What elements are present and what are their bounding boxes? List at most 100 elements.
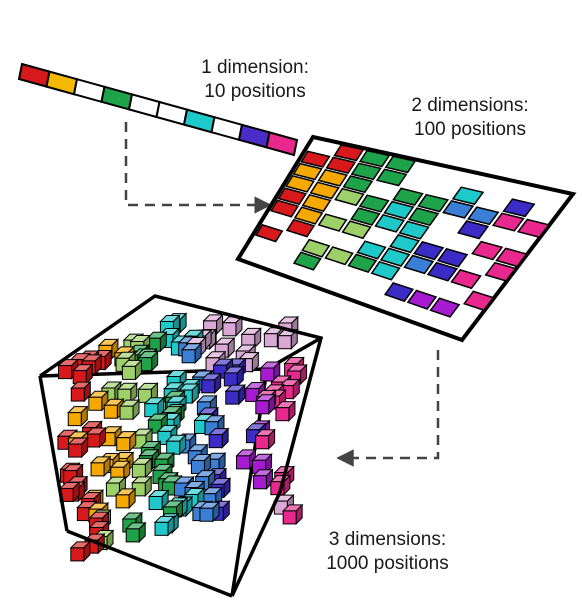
plane-cell <box>325 156 357 175</box>
cube-cell <box>89 455 112 478</box>
cube-cell <box>153 515 176 537</box>
plane-cell <box>379 247 411 267</box>
plane-cell <box>403 254 435 275</box>
plane-cell <box>277 187 308 206</box>
two-dimension-label: 2 dimensions: 100 positions <box>385 94 555 142</box>
three-dimension-title: 3 dimensions: <box>328 529 447 550</box>
one-dimension-strip <box>17 62 299 157</box>
plane-cell <box>292 251 322 271</box>
cube-cell <box>137 382 159 404</box>
plane-cell <box>375 168 408 187</box>
cube-cell <box>274 400 297 422</box>
plane-cell <box>334 187 365 207</box>
plane-cell <box>347 253 378 273</box>
cube-cell <box>72 363 94 385</box>
plane-cell <box>285 174 315 193</box>
plane-cell <box>300 150 331 168</box>
plane-cell <box>398 220 430 240</box>
cube-cell <box>240 327 262 349</box>
plane-cell <box>341 220 372 240</box>
strip-position <box>127 93 161 119</box>
plane-cell <box>471 240 504 261</box>
cube-cell <box>207 427 230 449</box>
cube-cell <box>58 481 81 503</box>
two-dimension-cells <box>254 144 550 318</box>
plane-cell <box>417 193 450 213</box>
cube-cell <box>254 428 276 450</box>
strip-position <box>265 131 299 157</box>
cube-cell <box>180 342 203 364</box>
strip-position <box>210 115 244 142</box>
plane-cell <box>429 297 461 318</box>
plane-cell <box>317 213 348 232</box>
plane-cell <box>462 290 495 311</box>
cube-cell <box>198 501 221 523</box>
plane-cell <box>356 240 387 260</box>
strip-position <box>100 85 134 111</box>
plane-cell <box>292 162 323 181</box>
plane-cell <box>412 241 445 261</box>
three-dimension-cells <box>56 312 308 563</box>
plane-cell <box>383 200 415 220</box>
cube-cell <box>124 521 147 544</box>
plane-cell <box>384 155 417 174</box>
cube-cell <box>118 398 141 421</box>
plane-cell <box>407 207 440 227</box>
plane-cell <box>392 187 424 206</box>
cube-cell <box>259 360 281 383</box>
plane-cell <box>495 247 528 268</box>
plane-cell <box>451 186 485 205</box>
three-dimension-label: 3 dimensions: 1000 positions <box>300 528 475 576</box>
plane-cell <box>456 220 490 240</box>
plane-cell <box>309 181 340 200</box>
plane-cell <box>358 194 390 213</box>
cube-cell <box>252 468 274 490</box>
cube-cell <box>131 457 153 479</box>
strip-position <box>45 70 79 96</box>
cube-cell <box>190 453 212 475</box>
plane-cell <box>370 260 401 281</box>
plane-cell <box>324 246 354 266</box>
cube-cell <box>69 540 92 563</box>
plane-cell <box>516 218 550 239</box>
cube-cell <box>114 487 137 510</box>
three-dimension-cube <box>38 294 324 598</box>
plane-cell <box>254 223 284 243</box>
plane-cell <box>383 282 415 303</box>
one-dimension-label: 1 dimension: 10 positions <box>170 56 340 104</box>
plane-cell <box>502 198 536 218</box>
plane-cell <box>301 193 332 213</box>
cube-cell <box>281 503 304 526</box>
cube-cell <box>121 359 143 381</box>
cube-cell <box>251 453 273 475</box>
plane-cell <box>491 212 525 232</box>
plane-cell <box>358 149 391 168</box>
strip-position <box>155 100 189 126</box>
plane-cell <box>374 213 406 233</box>
cube-cell <box>224 383 246 406</box>
cube-cell <box>146 331 168 353</box>
plane-cell <box>389 234 421 254</box>
cube-cell <box>221 315 244 337</box>
cube-cell <box>70 380 92 403</box>
plane-cell <box>350 162 382 181</box>
plane-cell <box>333 144 365 162</box>
plane-cell <box>466 206 500 226</box>
plane-cell <box>442 200 475 219</box>
three-dimension-count: 1000 positions <box>326 553 449 574</box>
cube-cell <box>67 436 89 459</box>
cube-cell <box>137 350 159 372</box>
strip-position <box>182 108 216 134</box>
cube-cell <box>67 405 89 427</box>
cube-cell <box>200 372 222 395</box>
plane-cell <box>484 261 517 282</box>
plane-cell <box>450 269 482 290</box>
two-dimension-title: 2 dimensions: <box>411 95 529 116</box>
plane-cell <box>285 218 316 238</box>
plane-cell <box>269 199 300 218</box>
plane-cell <box>301 238 331 258</box>
plane-cell <box>426 261 459 282</box>
plane-cell <box>293 206 324 225</box>
cube-cell <box>165 433 187 456</box>
